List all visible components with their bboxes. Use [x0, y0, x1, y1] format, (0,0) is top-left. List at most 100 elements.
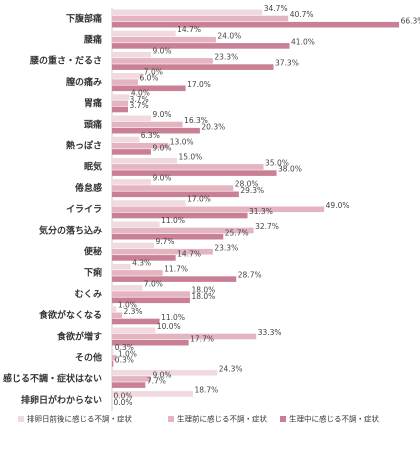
value-label: 0.3% — [115, 356, 134, 365]
bar — [112, 157, 177, 164]
category-label: 熱っぽさ — [66, 140, 102, 152]
category-label: 頭痛 — [84, 118, 102, 130]
value-label: 6.3% — [141, 131, 160, 140]
category-label: 排卵日がわからない — [21, 394, 102, 406]
value-label: 9.0% — [152, 371, 171, 380]
value-label: 11.7% — [164, 265, 188, 274]
bar — [112, 354, 117, 361]
bar — [112, 149, 151, 155]
bar — [112, 312, 122, 319]
bar — [112, 242, 155, 249]
bar — [112, 179, 151, 185]
category-label: 胃痛 — [84, 97, 102, 109]
bar — [112, 73, 143, 79]
bar — [112, 121, 183, 128]
value-label: 17.0% — [187, 195, 211, 204]
value-label: 4.0% — [131, 89, 150, 98]
bar — [112, 263, 131, 270]
bar — [112, 58, 213, 64]
bar — [112, 318, 160, 325]
value-label: 32.7% — [255, 222, 279, 231]
value-label: 24.0% — [217, 31, 241, 40]
value-label: 0.0% — [114, 392, 133, 401]
bar — [112, 94, 130, 100]
value-label: 28.7% — [238, 271, 262, 280]
value-label: 14.7% — [177, 25, 201, 34]
bar — [112, 191, 239, 198]
bar — [112, 51, 151, 58]
bar — [112, 85, 186, 92]
category-label: 便秘 — [84, 246, 102, 258]
bar — [112, 382, 146, 388]
bar — [112, 221, 160, 228]
bar — [112, 30, 176, 37]
legend-label: 排卵日前後に感じる不調・症状 — [27, 414, 132, 424]
bar — [112, 227, 254, 234]
value-label: 7.0% — [144, 280, 163, 289]
value-label: 18.0% — [191, 292, 215, 301]
category-label: 食欲がなくなる — [38, 309, 102, 321]
category-label: 腰の重さ・だるさ — [29, 55, 102, 67]
value-label: 9.0% — [152, 174, 171, 183]
bar — [112, 36, 216, 43]
bar — [112, 285, 143, 291]
value-label: 9.0% — [152, 144, 171, 153]
value-label: 9.0% — [152, 46, 171, 55]
bar — [112, 255, 176, 261]
bar — [112, 233, 224, 240]
legend-swatch — [168, 416, 174, 422]
category-label: 食欲が増す — [56, 330, 102, 342]
legend-swatch — [18, 416, 24, 422]
bar — [112, 9, 263, 16]
value-label: 66.3% — [401, 16, 420, 25]
value-label: 23.3% — [214, 53, 238, 62]
value-label: 35.0% — [265, 159, 289, 168]
category-label: 下腹部痛 — [66, 12, 102, 24]
value-label: 18.0% — [191, 286, 215, 295]
value-label: 3.7% — [130, 95, 149, 104]
value-label: 0.3% — [115, 343, 134, 352]
value-label: 4.3% — [132, 258, 151, 267]
bar — [112, 327, 156, 334]
category-label: 気分の落ち込み — [39, 224, 102, 236]
value-label: 0.0% — [114, 398, 133, 407]
value-label: 24.3% — [219, 364, 243, 373]
value-label: 18.7% — [194, 386, 218, 395]
bar — [112, 170, 277, 176]
category-label: 倦怠感 — [75, 182, 102, 194]
bar — [112, 64, 274, 70]
value-label: 17.7% — [190, 334, 214, 343]
bar — [112, 100, 129, 107]
bar — [112, 361, 114, 367]
category-label: 膣の痛み — [66, 76, 102, 88]
value-label: 10.0% — [157, 322, 181, 331]
bar — [112, 142, 169, 149]
bar — [112, 79, 138, 85]
bar — [112, 339, 189, 346]
bar — [112, 276, 237, 282]
category-label: その他 — [75, 352, 102, 364]
bar — [112, 333, 257, 340]
value-label: 11.0% — [161, 216, 185, 225]
legend-label: 生理前に感じる不調・症状 — [177, 414, 267, 424]
value-label: 33.3% — [258, 328, 282, 337]
bar — [112, 15, 289, 22]
bar — [112, 391, 193, 397]
value-label: 1.0% — [118, 301, 137, 310]
value-label: 17.0% — [187, 80, 211, 89]
value-label: 29.3% — [240, 186, 264, 195]
bar — [112, 136, 140, 143]
value-label: 7.0% — [144, 68, 163, 77]
bar — [112, 43, 290, 49]
bar — [112, 21, 400, 28]
value-label: 11.0% — [161, 313, 185, 322]
bar — [112, 376, 151, 382]
category-label: イライラ — [66, 204, 102, 215]
value-label: 31.3% — [249, 207, 273, 216]
value-label: 9.0% — [152, 110, 171, 119]
category-label: むくみ — [75, 289, 102, 300]
category-label: 眠気 — [84, 161, 102, 173]
value-label: 13.0% — [170, 137, 194, 146]
bar — [112, 106, 129, 113]
